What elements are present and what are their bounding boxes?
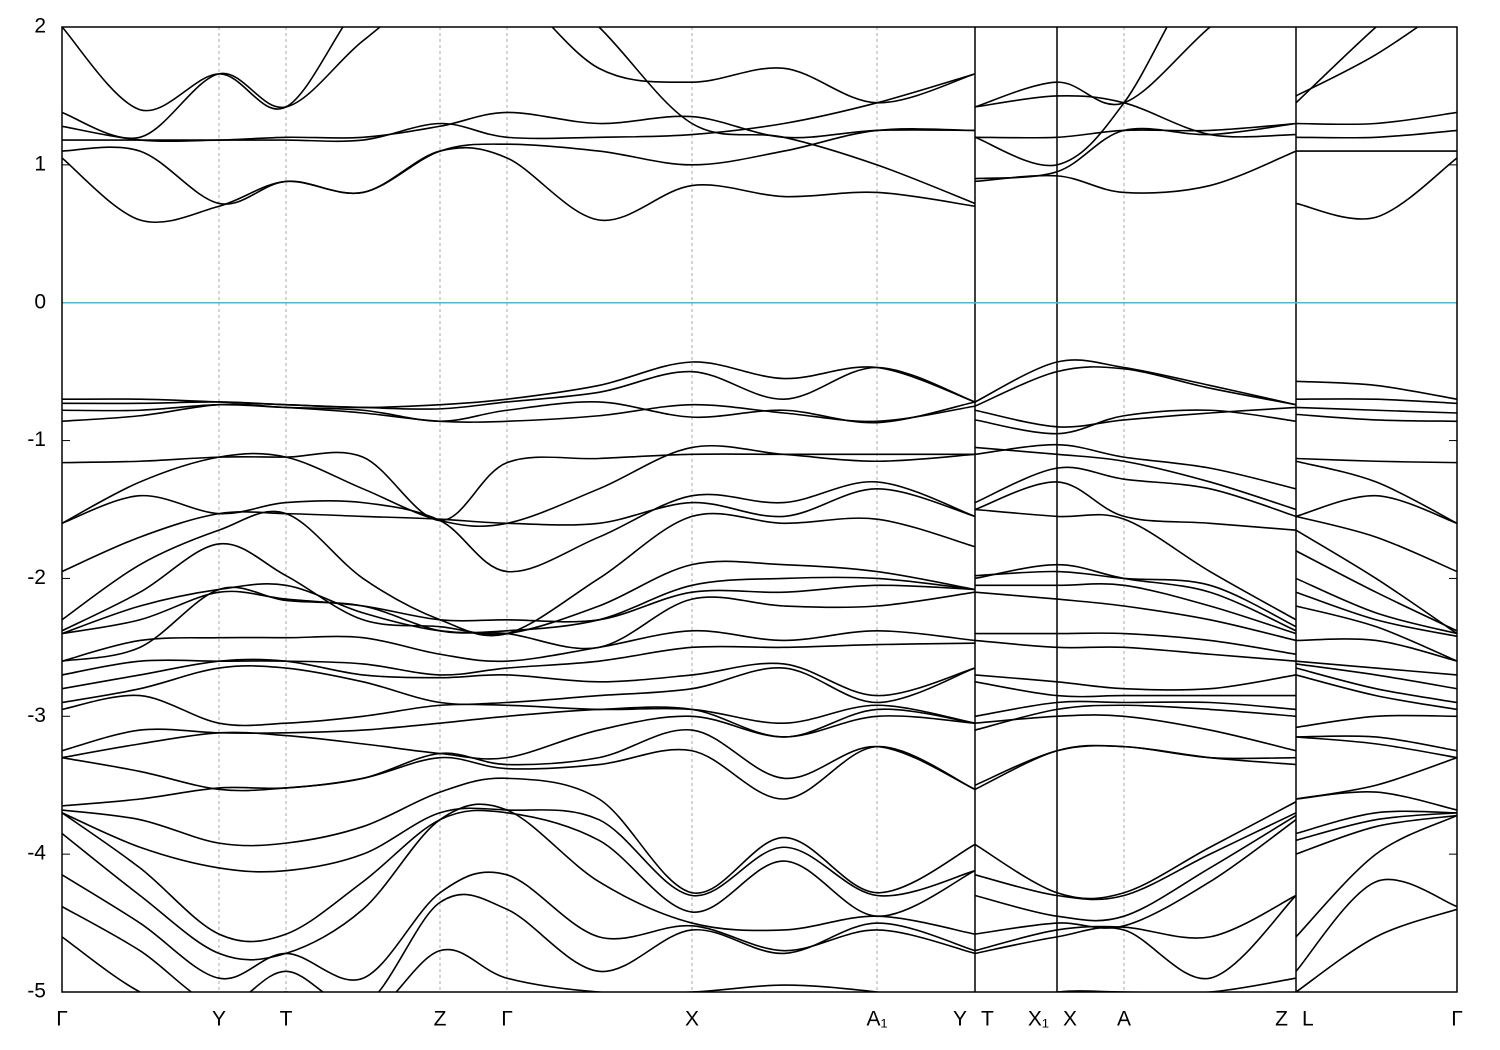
plot-frame xyxy=(61,26,1458,993)
band-line xyxy=(62,359,1457,409)
band-line xyxy=(62,111,1457,142)
x-tick-label: X₁ xyxy=(1028,1008,1049,1031)
x-tick-label: Γ xyxy=(1451,1008,1463,1031)
band-line xyxy=(62,878,1457,992)
band-line xyxy=(62,630,1457,663)
y-tick-label: 0 xyxy=(34,290,46,313)
x-tick-label: A₁ xyxy=(866,1008,887,1031)
bands xyxy=(62,27,1457,992)
band-line xyxy=(62,658,1457,697)
band-line xyxy=(62,744,1457,807)
band-line xyxy=(62,809,1457,943)
y-tick-label: -5 xyxy=(27,980,46,1003)
x-tick-label: A xyxy=(1117,1008,1131,1031)
band-line xyxy=(62,674,1457,727)
band-line xyxy=(62,543,1457,636)
band-line xyxy=(62,908,1457,992)
band-line xyxy=(62,807,1457,901)
band-line xyxy=(62,704,1457,752)
band-line xyxy=(62,582,1457,638)
y-tick-label: -4 xyxy=(27,842,46,865)
x-tick-label: Γ xyxy=(501,1008,513,1031)
band-line xyxy=(62,777,1457,900)
y-tick-label: 1 xyxy=(34,152,46,175)
band-line xyxy=(62,508,1457,637)
x-tick-label: Γ xyxy=(56,1008,68,1031)
y-tick-label: -3 xyxy=(27,704,46,727)
band-line xyxy=(62,586,1457,662)
band-line xyxy=(62,27,1420,140)
band-line xyxy=(62,814,1457,981)
x-tick-label: Y xyxy=(212,1008,226,1031)
x-tick-label: X xyxy=(1063,1008,1077,1031)
band-line xyxy=(62,444,1457,528)
band-line xyxy=(62,803,1457,961)
band-line xyxy=(62,403,1457,435)
x-tick-label: X xyxy=(685,1008,699,1031)
y-tick-label: 2 xyxy=(34,15,46,38)
band-line xyxy=(62,443,1457,522)
band-line xyxy=(62,466,1457,573)
band-line xyxy=(62,665,1457,706)
band-line xyxy=(62,563,1457,635)
band-line xyxy=(62,27,1378,205)
x-tick-label: Z xyxy=(434,1008,447,1031)
y-tick-label: -1 xyxy=(27,428,46,451)
x-tick-label: T xyxy=(280,1008,293,1031)
x-tick-label: T xyxy=(981,1008,994,1031)
y-tick-label: -2 xyxy=(27,566,46,589)
x-tick-label: L xyxy=(1302,1008,1314,1031)
band-line xyxy=(62,714,1457,760)
x-tick-label: Z xyxy=(1275,1008,1288,1031)
band-line xyxy=(62,366,1457,410)
band-line xyxy=(62,481,1457,573)
x-tick-label: Y xyxy=(953,1008,967,1031)
